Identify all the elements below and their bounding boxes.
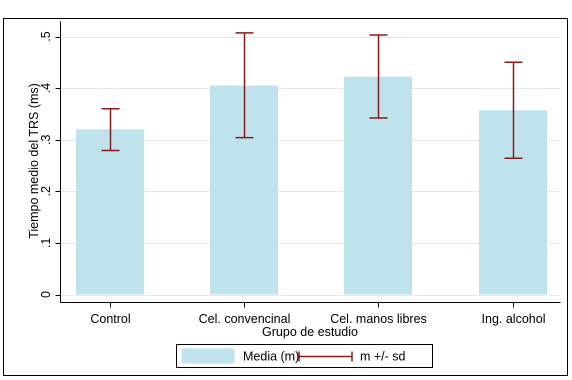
error-bar-2 [369,34,388,119]
y-tick-label-5: .5 [39,31,53,41]
axes [55,21,561,308]
y-tick-label-3: .3 [39,134,53,144]
x-tick-label-1: Cel. convencinal [199,312,291,326]
x-axis-title: Grupo de estudio [262,325,358,339]
y-tick-label-4: .4 [39,83,53,93]
legend-bar-label: Media (m) [243,350,299,364]
x-tick-label-0: Control [90,312,130,326]
legend-error-bar-swatch [298,351,353,362]
x-tick-label-2: Cel. manos libres [330,312,427,326]
legend-error-bar-label: m +/- sd [360,350,406,364]
y-tick-label-1: .1 [39,238,53,248]
y-axis-title: Tiempo medio del TRS (ms) [27,83,41,239]
error-bar-0 [101,107,120,152]
x-tick-label-3: Ing. alcohol [482,312,546,326]
y-tick-label-0: 0 [39,291,53,298]
bar-0 [76,129,144,295]
error-bars [101,32,523,160]
x-tick-labels: Control Cel. convencinal Cel. manos libres… [90,312,545,326]
y-tick-labels: 0 .1 .2 .3 .4 .5 [39,31,53,298]
error-bar-1 [235,32,254,139]
legend-bar-swatch [181,348,235,364]
error-bar-3 [504,61,523,160]
y-tick-label-2: .2 [39,186,53,196]
legend: Media (m) m +/- sd [176,344,433,368]
